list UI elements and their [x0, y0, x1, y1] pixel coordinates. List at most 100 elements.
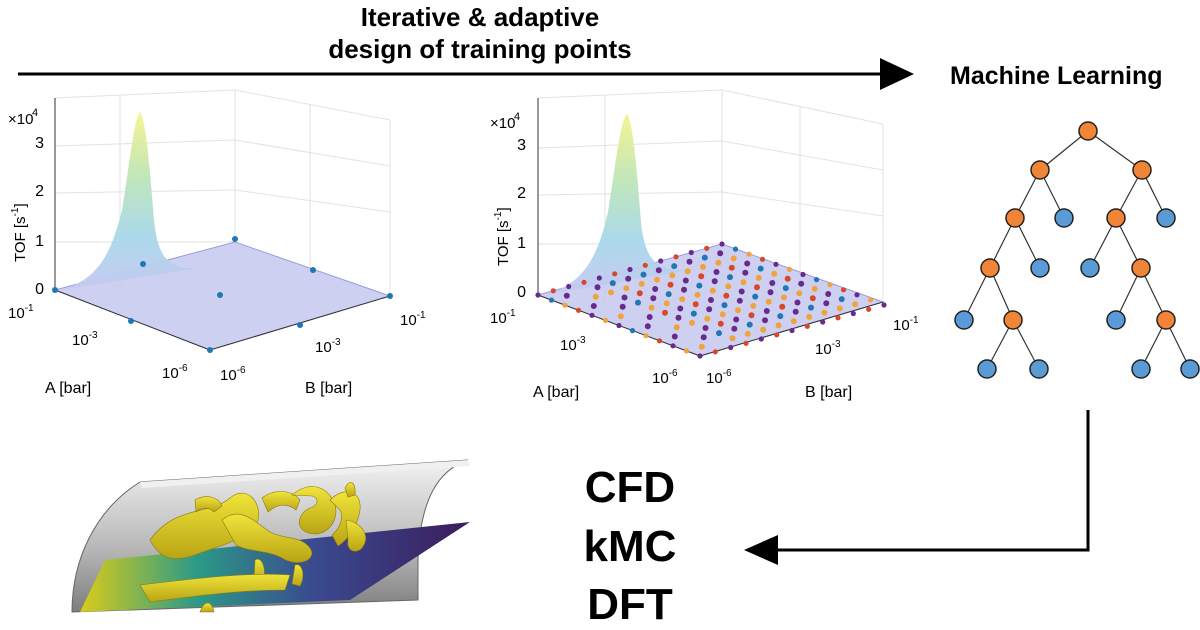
training-point: [771, 270, 778, 277]
training-point: [563, 292, 570, 299]
plot-2-z-tick: 3: [517, 137, 526, 154]
plot-2-a-ticks: 10-1 10-3 10-6: [490, 308, 678, 387]
training-point: [767, 289, 774, 296]
training-point: [712, 349, 718, 355]
training-point: [746, 321, 753, 328]
training-point: [711, 278, 718, 285]
training-point: [765, 298, 772, 305]
training-point: [729, 335, 736, 342]
tree-node-leaf: [1029, 359, 1049, 379]
training-point: [627, 266, 633, 273]
plot-1-exponent-base: ×10: [8, 111, 33, 128]
training-point: [762, 317, 768, 324]
training-point: [794, 299, 801, 306]
plot-1-b-tick: 10-3: [315, 337, 341, 356]
training-point: [715, 259, 722, 266]
training-point: [735, 307, 741, 314]
training-point: [581, 279, 587, 285]
training-point: [760, 326, 767, 333]
training-point: [655, 267, 662, 274]
plot-2-points: [535, 241, 887, 359]
plot-1-z-tick: 1: [35, 233, 44, 250]
plot-1-a-tick: 10-1: [8, 303, 34, 322]
training-point: [804, 323, 810, 329]
plot-1-points: [52, 236, 393, 353]
training-point: [744, 330, 751, 337]
training-point: [774, 332, 780, 338]
training-point: [813, 277, 820, 283]
training-point: [777, 313, 784, 320]
plot-1-a-tick: 10-6: [162, 363, 188, 382]
training-point: [881, 302, 887, 308]
training-point: [744, 260, 751, 267]
tree-node-internal: [1156, 310, 1176, 330]
training-point: [731, 325, 738, 332]
training-point: [827, 282, 833, 288]
tree-node-internal: [1106, 208, 1126, 228]
training-point: [621, 294, 628, 301]
training-point: [709, 287, 716, 294]
training-point: [811, 285, 818, 292]
plot-1: ×10 4 3 2 1 0 TOF [s-1] 10-1 10-3 10-6 1…: [8, 89, 426, 397]
plot-1-a-tick: 10-3: [72, 330, 98, 349]
plot-2: ×10 4 3 2 1 0 TOF [s-1] 10-1 10-3 10-6 1…: [490, 89, 919, 401]
training-point: [697, 353, 703, 359]
tree-node-leaf: [1180, 359, 1200, 379]
training-point: [700, 263, 706, 270]
training-point: [646, 314, 653, 320]
training-point: [769, 280, 776, 286]
training-point: [640, 271, 647, 278]
tree-node-internal: [1131, 258, 1151, 278]
plot-1-z-tick: 0: [35, 281, 44, 298]
training-point: [850, 310, 856, 317]
training-point: [704, 315, 711, 322]
training-point: [663, 300, 670, 307]
return-arrow: [744, 410, 1090, 565]
training-point: [612, 271, 618, 277]
training-point: [701, 254, 708, 261]
training-point: [773, 261, 779, 267]
training-point: [686, 258, 693, 265]
plot-2-exponent: ×10 4: [490, 111, 520, 132]
training-point: [728, 344, 734, 351]
training-point: [684, 268, 691, 275]
plot-2-b-label: B [bar]: [805, 384, 852, 401]
plot-2-exponent-base: ×10: [490, 115, 515, 132]
plot-1-exponent-power: 4: [32, 107, 38, 119]
tree-node-leaf: [977, 359, 997, 379]
training-point: [717, 250, 724, 257]
training-point: [698, 343, 705, 350]
training-point: [786, 266, 793, 272]
plot-2-b-ticks: 10-6 10-3 10-1: [706, 315, 919, 387]
training-point: [808, 304, 814, 311]
training-point: [821, 309, 828, 316]
plot-1-z-tick: 2: [35, 183, 44, 200]
training-point: [732, 246, 739, 252]
method-cfd: CFD: [584, 463, 676, 512]
training-point: [623, 285, 630, 292]
plot-2-exponent-power: 4: [514, 111, 520, 123]
plot-1-z-ticks: 3 2 1 0: [35, 135, 44, 298]
training-point: [775, 322, 782, 329]
training-point: [654, 276, 660, 283]
training-point: [713, 269, 720, 275]
training-point: [750, 302, 757, 309]
training-point: [779, 303, 786, 310]
plot-2-z-label: TOF [s-1]: [493, 207, 512, 266]
training-point: [608, 289, 614, 296]
training-point: [746, 251, 752, 257]
training-point: [708, 297, 714, 303]
plot-2-b-tick: 10-3: [815, 339, 841, 358]
plot-1-z-tick: 3: [35, 135, 44, 152]
training-point: [781, 294, 787, 301]
training-point: [696, 282, 703, 289]
training-point: [755, 274, 762, 281]
training-point: [609, 280, 616, 287]
training-point: [673, 254, 679, 260]
training-point: [652, 286, 659, 292]
plot-1-b-ticks: 10-6 10-3 10-1: [220, 310, 426, 384]
plot-2-a-label: A [bar]: [533, 384, 579, 401]
training-point: [730, 255, 737, 262]
training-point: [704, 245, 710, 251]
